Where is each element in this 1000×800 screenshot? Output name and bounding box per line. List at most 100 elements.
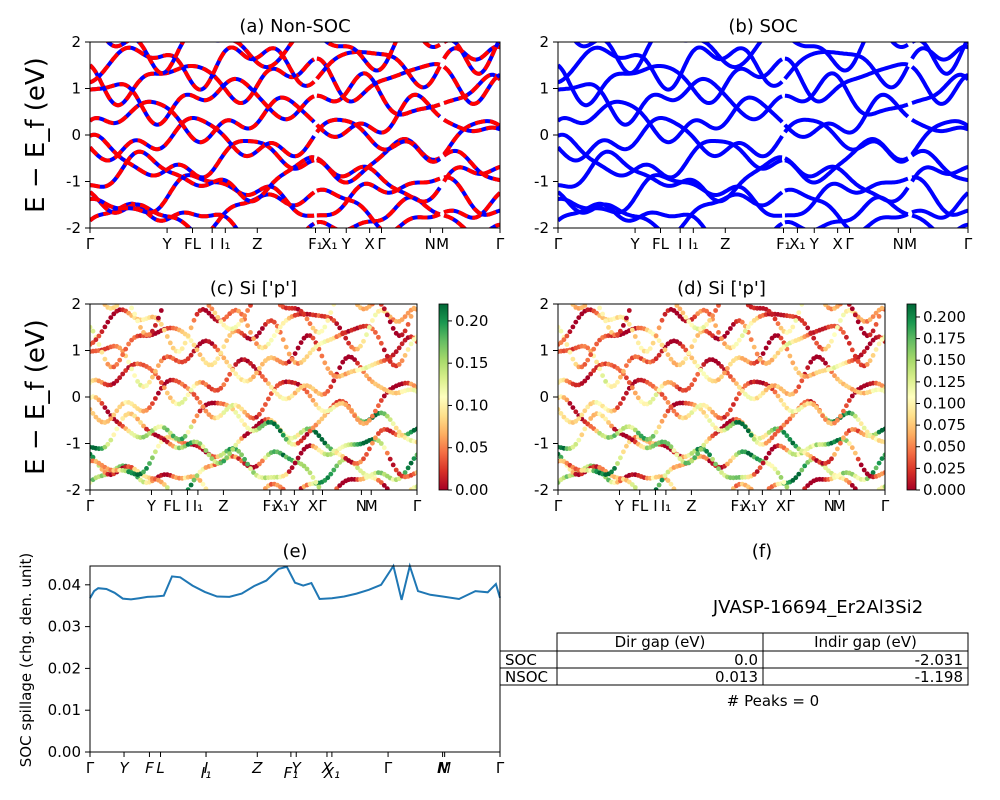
scatter-point <box>701 371 707 377</box>
scatter-point <box>93 337 99 343</box>
scatter-point <box>209 341 215 346</box>
scatter-point <box>236 413 242 419</box>
chart-e-xtick-label: F₁ <box>284 764 299 782</box>
scatter-point <box>191 342 197 348</box>
scatter-point <box>188 325 194 331</box>
scatter-point <box>570 356 576 362</box>
scatter-point <box>662 395 668 401</box>
scatter-point <box>239 452 245 458</box>
scatter-point <box>846 398 852 403</box>
scatter-point <box>882 452 885 458</box>
scatter-point <box>855 319 861 325</box>
chart-c-xtick-label: Y <box>146 497 157 515</box>
scatter-point <box>298 308 304 314</box>
bands-b <box>558 42 968 228</box>
scatter-point <box>316 484 322 490</box>
scatter-point <box>823 360 828 366</box>
scatter-point <box>876 341 882 347</box>
scatter-point <box>731 455 736 460</box>
chart-d-tick-label: -1 <box>534 435 549 453</box>
chart-a-title: (a) Non-SOC <box>239 16 350 37</box>
scatter-point <box>621 368 626 374</box>
scatter-point <box>665 352 671 358</box>
scatter-point <box>105 441 111 447</box>
chart-d-xtick-label: I₁ <box>661 497 671 515</box>
scatter-point <box>182 396 188 402</box>
scatter-point <box>248 377 253 382</box>
scatter-point <box>227 371 233 377</box>
scatter-point <box>606 325 611 330</box>
chart-d-xtick-label: X₁ <box>741 497 757 515</box>
scatter-point <box>725 461 730 467</box>
scatter-point <box>882 334 885 340</box>
scatter-point <box>381 347 387 353</box>
scatter-point <box>823 417 828 422</box>
scatter-point <box>624 375 629 381</box>
scatter-point <box>233 371 239 377</box>
scatter-point <box>191 392 197 397</box>
scatter-point <box>612 466 617 471</box>
scatter-point <box>381 393 387 399</box>
scatter-point <box>99 401 105 406</box>
scatter-point <box>805 365 811 371</box>
chart-b-xtick-label: N <box>893 235 904 253</box>
scatter-point <box>227 363 233 369</box>
scatter-point <box>671 408 677 414</box>
chart-b-xtick-label: F₁ <box>776 235 791 253</box>
chart-d-xtick-label: Y <box>757 497 768 515</box>
scatter-point <box>603 318 608 324</box>
scatter-point <box>387 319 393 325</box>
scatter-point <box>597 366 602 372</box>
scatter-point <box>114 304 120 308</box>
scatter-point <box>754 469 760 474</box>
scatter-point <box>301 463 307 469</box>
scatter-point <box>376 403 381 409</box>
chart-a-xtick-label: Γ <box>496 235 505 253</box>
scatter-point <box>689 458 695 464</box>
scatter-point <box>769 312 775 317</box>
chart-a-xtick-label: I₁ <box>220 235 230 253</box>
scatter-point <box>665 478 671 483</box>
scatter-point <box>271 333 277 339</box>
scatter-point <box>271 388 277 394</box>
scatter-point <box>239 406 245 412</box>
scatter-point <box>319 416 325 422</box>
scatter-point <box>340 330 346 336</box>
scatter-point <box>876 314 882 319</box>
scatter-point <box>781 402 787 407</box>
table-row-label: NSOC <box>505 668 548 686</box>
scatter-point <box>793 318 799 323</box>
scatter-point <box>760 351 766 356</box>
chart-d-tick-label: -2 <box>534 481 549 499</box>
scatter-point <box>373 435 378 441</box>
scatter-point <box>662 311 668 317</box>
scatter-point <box>396 345 402 351</box>
scatter-point <box>882 426 885 432</box>
scatter-point <box>408 341 414 347</box>
scatter-point <box>251 374 256 380</box>
scatter-point <box>624 363 629 368</box>
scatter-point <box>227 451 233 457</box>
scatter-point <box>248 330 253 335</box>
scatter-point <box>879 305 885 311</box>
scatter-point <box>251 470 256 475</box>
scatter-point <box>322 413 328 418</box>
scatter-point <box>242 456 248 462</box>
scatter-point <box>882 470 885 475</box>
scatter-point <box>147 405 152 411</box>
chart-c-xtick-label: X <box>308 497 318 515</box>
scatter-point <box>739 319 745 325</box>
chart-e-xtick-label: I₁ <box>201 764 211 782</box>
scatter-point <box>597 305 602 311</box>
scatter-point <box>123 368 129 373</box>
scatter-point <box>194 347 200 353</box>
scatter-point <box>185 429 191 435</box>
scatter-point <box>221 355 227 361</box>
table-header: Indir gap (eV) <box>814 633 917 651</box>
chart-e-tick-label: 0.00 <box>48 743 81 761</box>
scatter-point <box>316 433 322 439</box>
scatter-point <box>864 345 870 351</box>
scatter-point <box>325 318 331 323</box>
scatter-point <box>558 411 564 416</box>
chart-a-xtick-label: FL <box>184 235 202 253</box>
